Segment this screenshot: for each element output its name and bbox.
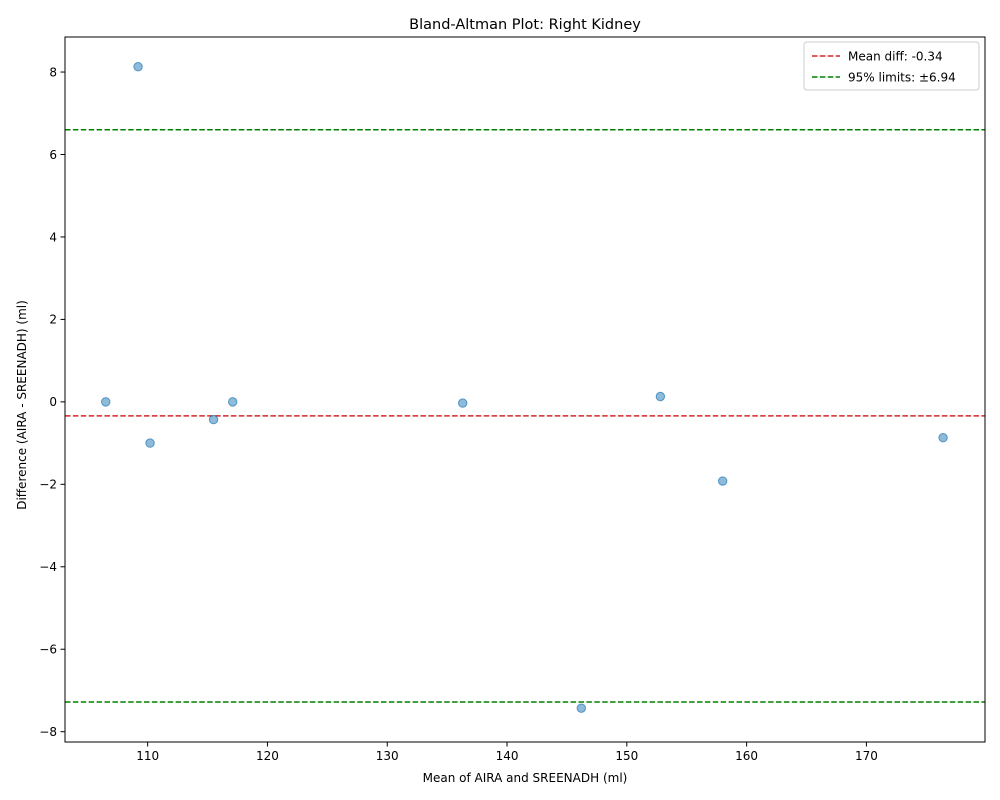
scatter-point-2	[145, 438, 155, 448]
x-tick-label-3: 140	[496, 749, 519, 763]
y-tick-label-5: 2	[49, 313, 57, 327]
y-tick-label-7: 6	[49, 148, 57, 162]
scatter-point-3	[208, 414, 219, 425]
plot-area	[65, 61, 985, 713]
plot-frame	[64, 36, 986, 743]
legend-label-mean: Mean diff: -0.34	[848, 50, 943, 64]
scatter-point-0	[101, 397, 111, 407]
x-tick-label-6: 170	[855, 749, 878, 763]
scatter-point-7	[655, 391, 666, 402]
x-tick-label-4: 150	[615, 749, 638, 763]
scatter-point-6	[576, 703, 587, 713]
legend-box	[803, 41, 980, 91]
scatter-point-5	[458, 398, 468, 408]
x-tick-label-0: 110	[136, 749, 159, 763]
x-tick-label-2: 130	[376, 749, 399, 763]
x-axis-ticks: 110 120 130 140 150 160 170	[136, 742, 878, 763]
scatter-point-8	[717, 476, 728, 486]
y-tick-label-1: −6	[39, 643, 57, 657]
legend: Mean diff: -0.34 95% limits: ±6.94	[803, 41, 980, 91]
x-tick-label-5: 160	[735, 749, 758, 763]
legend-label-limits: 95% limits: ±6.94	[848, 71, 956, 85]
scatter-point-9	[938, 433, 948, 443]
y-tick-label-8: 8	[49, 65, 57, 79]
y-axis-label: Difference (AIRA - SREENADH) (ml)	[15, 300, 29, 510]
y-tick-label-2: −4	[39, 560, 57, 574]
x-tick-label-1: 120	[256, 749, 279, 763]
y-tick-label-6: 4	[49, 230, 57, 244]
y-tick-label-0: −8	[39, 725, 57, 739]
x-axis-label: Mean of AIRA and SREENADH (ml)	[423, 771, 628, 785]
y-tick-label-4: 0	[49, 395, 57, 409]
y-axis-ticks: −8 −6 −4 −2 0 2 4 6 8	[39, 65, 65, 739]
chart-title: Bland-Altman Plot: Right Kidney	[409, 17, 641, 33]
scatter-point-4	[228, 397, 238, 407]
scatter-point-1	[133, 61, 143, 72]
y-tick-label-3: −2	[39, 478, 57, 492]
